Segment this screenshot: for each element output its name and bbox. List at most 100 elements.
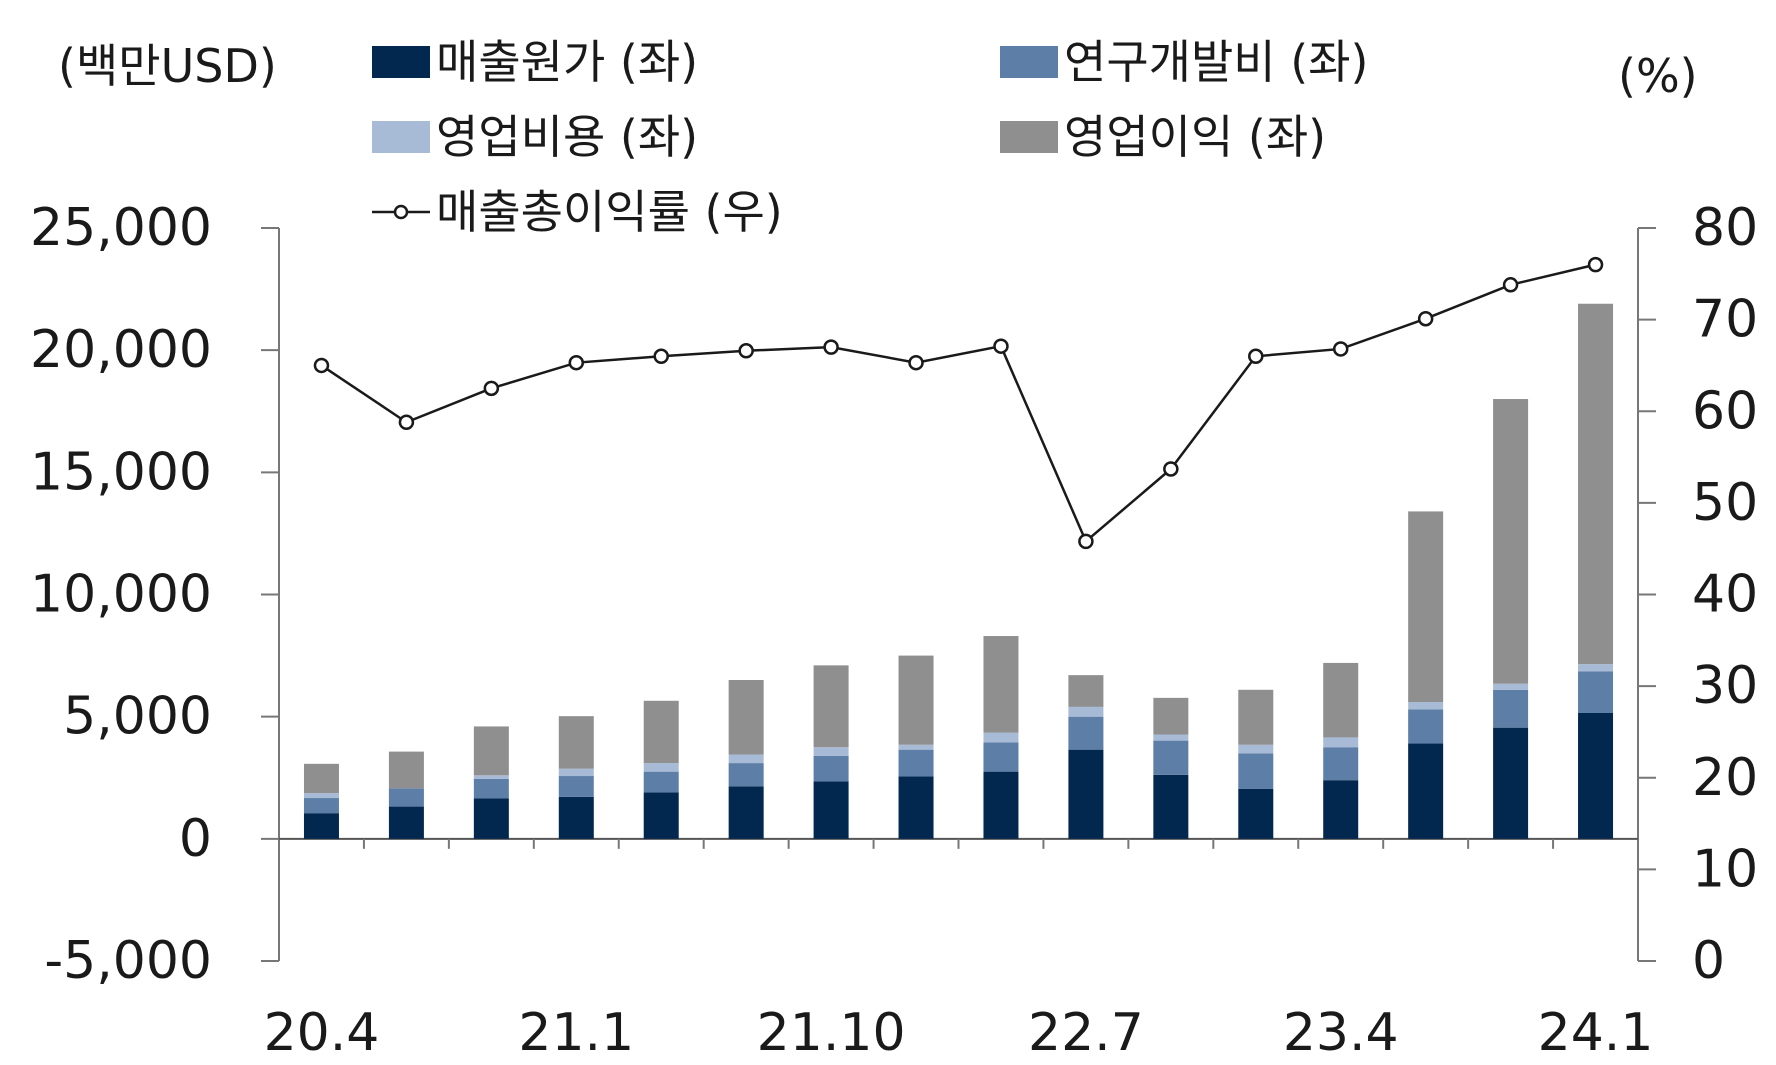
- gross-margin-point-8: [993, 338, 1009, 354]
- bar-segment-2-10: [1153, 734, 1189, 741]
- right-axis-tick-label: 60: [1692, 381, 1758, 441]
- bar-segment-0-6: [813, 781, 849, 839]
- bar-segment-1-15: [1578, 671, 1614, 714]
- gross-margin-point-12: [1332, 341, 1349, 357]
- gross-margin-polyline: [320, 263, 1596, 544]
- gross-margin-point-15: [1587, 256, 1604, 273]
- bar-segment-3-14: [1493, 399, 1529, 684]
- bar-segment-3-0: [303, 763, 339, 794]
- x-axis-tick-label: 21.1: [518, 1003, 634, 1063]
- legend-label-4: 매출총이익률 (우): [436, 185, 783, 239]
- bar-segment-0-7: [898, 776, 934, 839]
- gross-margin-point-6: [823, 339, 839, 355]
- bar-segment-1-3: [558, 776, 594, 797]
- x-axis-tick-label: 22.7: [1028, 1003, 1144, 1063]
- bar-segment-3-13: [1408, 511, 1444, 703]
- gross-margin-point-13: [1417, 310, 1434, 327]
- right-axis-unit: (%): [1618, 49, 1698, 103]
- bar-segment-3-3: [558, 716, 594, 769]
- legend-label-0: 매출원가 (좌): [436, 35, 698, 89]
- bar-segment-3-11: [1238, 689, 1274, 745]
- bar-segment-1-4: [643, 771, 679, 793]
- bar-segment-2-7: [898, 744, 934, 750]
- left-axis-tick-label: 15,000: [30, 442, 212, 502]
- right-axis-tick-label: 10: [1692, 839, 1758, 899]
- bar-segment-3-1: [388, 751, 424, 789]
- x-axis-tick-label: 24.1: [1538, 1003, 1654, 1063]
- gross-margin-point-2: [483, 380, 500, 397]
- right-axis-tick-label: 30: [1692, 656, 1758, 716]
- left-axis-tick-label: 5,000: [63, 687, 212, 747]
- left-axis-unit: (백만USD): [58, 39, 277, 93]
- bar-segment-2-11: [1238, 744, 1274, 754]
- legend-label-2: 영업비용 (좌): [436, 110, 698, 164]
- bar-segment-0-15: [1578, 713, 1614, 839]
- bar-segment-2-14: [1493, 683, 1529, 690]
- bars: [303, 303, 1614, 839]
- left-axis-tick-label: 25,000: [30, 198, 212, 258]
- bar-segment-2-3: [558, 768, 594, 777]
- bar-segment-0-11: [1238, 788, 1274, 839]
- gross-margin-point-0: [313, 357, 330, 374]
- bar-segment-0-3: [558, 796, 594, 839]
- bar-segment-3-5: [728, 680, 764, 755]
- bar-segment-3-9: [1068, 675, 1104, 707]
- gross-margin-line: [313, 256, 1604, 550]
- left-axis-tick-label: 0: [179, 809, 212, 869]
- legend-swatch-2: [372, 121, 430, 153]
- bar-segment-2-9: [1068, 706, 1104, 717]
- bar-segment-3-12: [1323, 662, 1359, 738]
- bar-segment-3-4: [643, 700, 679, 764]
- gross-margin-point-9: [1078, 533, 1094, 550]
- bar-segment-1-1: [388, 788, 424, 807]
- bar-segment-2-2: [473, 775, 509, 779]
- bar-segment-3-8: [983, 636, 1019, 733]
- bar-segment-1-5: [728, 763, 764, 787]
- gross-margin-point-5: [738, 343, 754, 359]
- bar-segment-1-8: [983, 742, 1019, 772]
- legend-swatch-0: [372, 46, 430, 78]
- legend-marker-4: [393, 204, 409, 220]
- gross-margin-point-3: [568, 354, 585, 371]
- bar-segment-1-7: [898, 749, 934, 777]
- bar-segment-1-14: [1493, 689, 1529, 728]
- bar-segment-2-13: [1408, 702, 1444, 710]
- right-axis-tick-label: 80: [1692, 198, 1758, 258]
- gross-margin-point-1: [398, 414, 415, 430]
- legend: 매출원가 (좌) 연구개발비 (좌) 영업비용 (좌) 영업이익 (좌) 매출총이익률 …: [372, 35, 1368, 239]
- bar-segment-0-13: [1408, 743, 1444, 839]
- bar-segment-0-2: [473, 798, 509, 839]
- gross-margin-point-4: [653, 348, 669, 365]
- bar-segment-2-12: [1323, 737, 1359, 748]
- gross-margin-point-10: [1163, 461, 1179, 477]
- bar-segment-1-6: [813, 755, 849, 782]
- bar-segment-2-6: [813, 747, 849, 756]
- legend-swatch-3: [1000, 121, 1058, 153]
- gross-margin-point-11: [1248, 348, 1264, 365]
- bar-segment-0-0: [303, 813, 339, 839]
- right-axis-tick-label: 70: [1692, 290, 1758, 350]
- bar-segment-0-1: [388, 806, 424, 839]
- gross-margin-point-14: [1502, 277, 1519, 293]
- bar-segment-2-0: [303, 793, 339, 799]
- left-axis-tick-label: 10,000: [30, 565, 212, 625]
- bar-segment-2-15: [1578, 664, 1614, 672]
- legend-swatch-1: [1000, 46, 1058, 78]
- right-axis-tick-label: 40: [1692, 565, 1758, 625]
- bar-segment-0-9: [1068, 749, 1104, 839]
- bar-segment-3-15: [1578, 303, 1614, 665]
- x-axis-tick-label: 23.4: [1283, 1003, 1399, 1063]
- gross-margin-point-7: [908, 354, 924, 371]
- legend-label-1: 연구개발비 (좌): [1064, 35, 1368, 89]
- bar-segment-0-12: [1323, 780, 1359, 839]
- bar-segment-1-11: [1238, 753, 1274, 789]
- bar-segment-0-4: [643, 792, 679, 839]
- bar-segment-3-7: [898, 655, 934, 745]
- bar-segment-1-2: [473, 778, 509, 799]
- bar-segment-1-12: [1323, 747, 1359, 781]
- bar-segment-3-6: [813, 665, 849, 748]
- x-axis-tick-label: 21.10: [757, 1003, 906, 1063]
- bar-segment-1-10: [1153, 740, 1189, 775]
- bar-segment-3-2: [473, 726, 509, 776]
